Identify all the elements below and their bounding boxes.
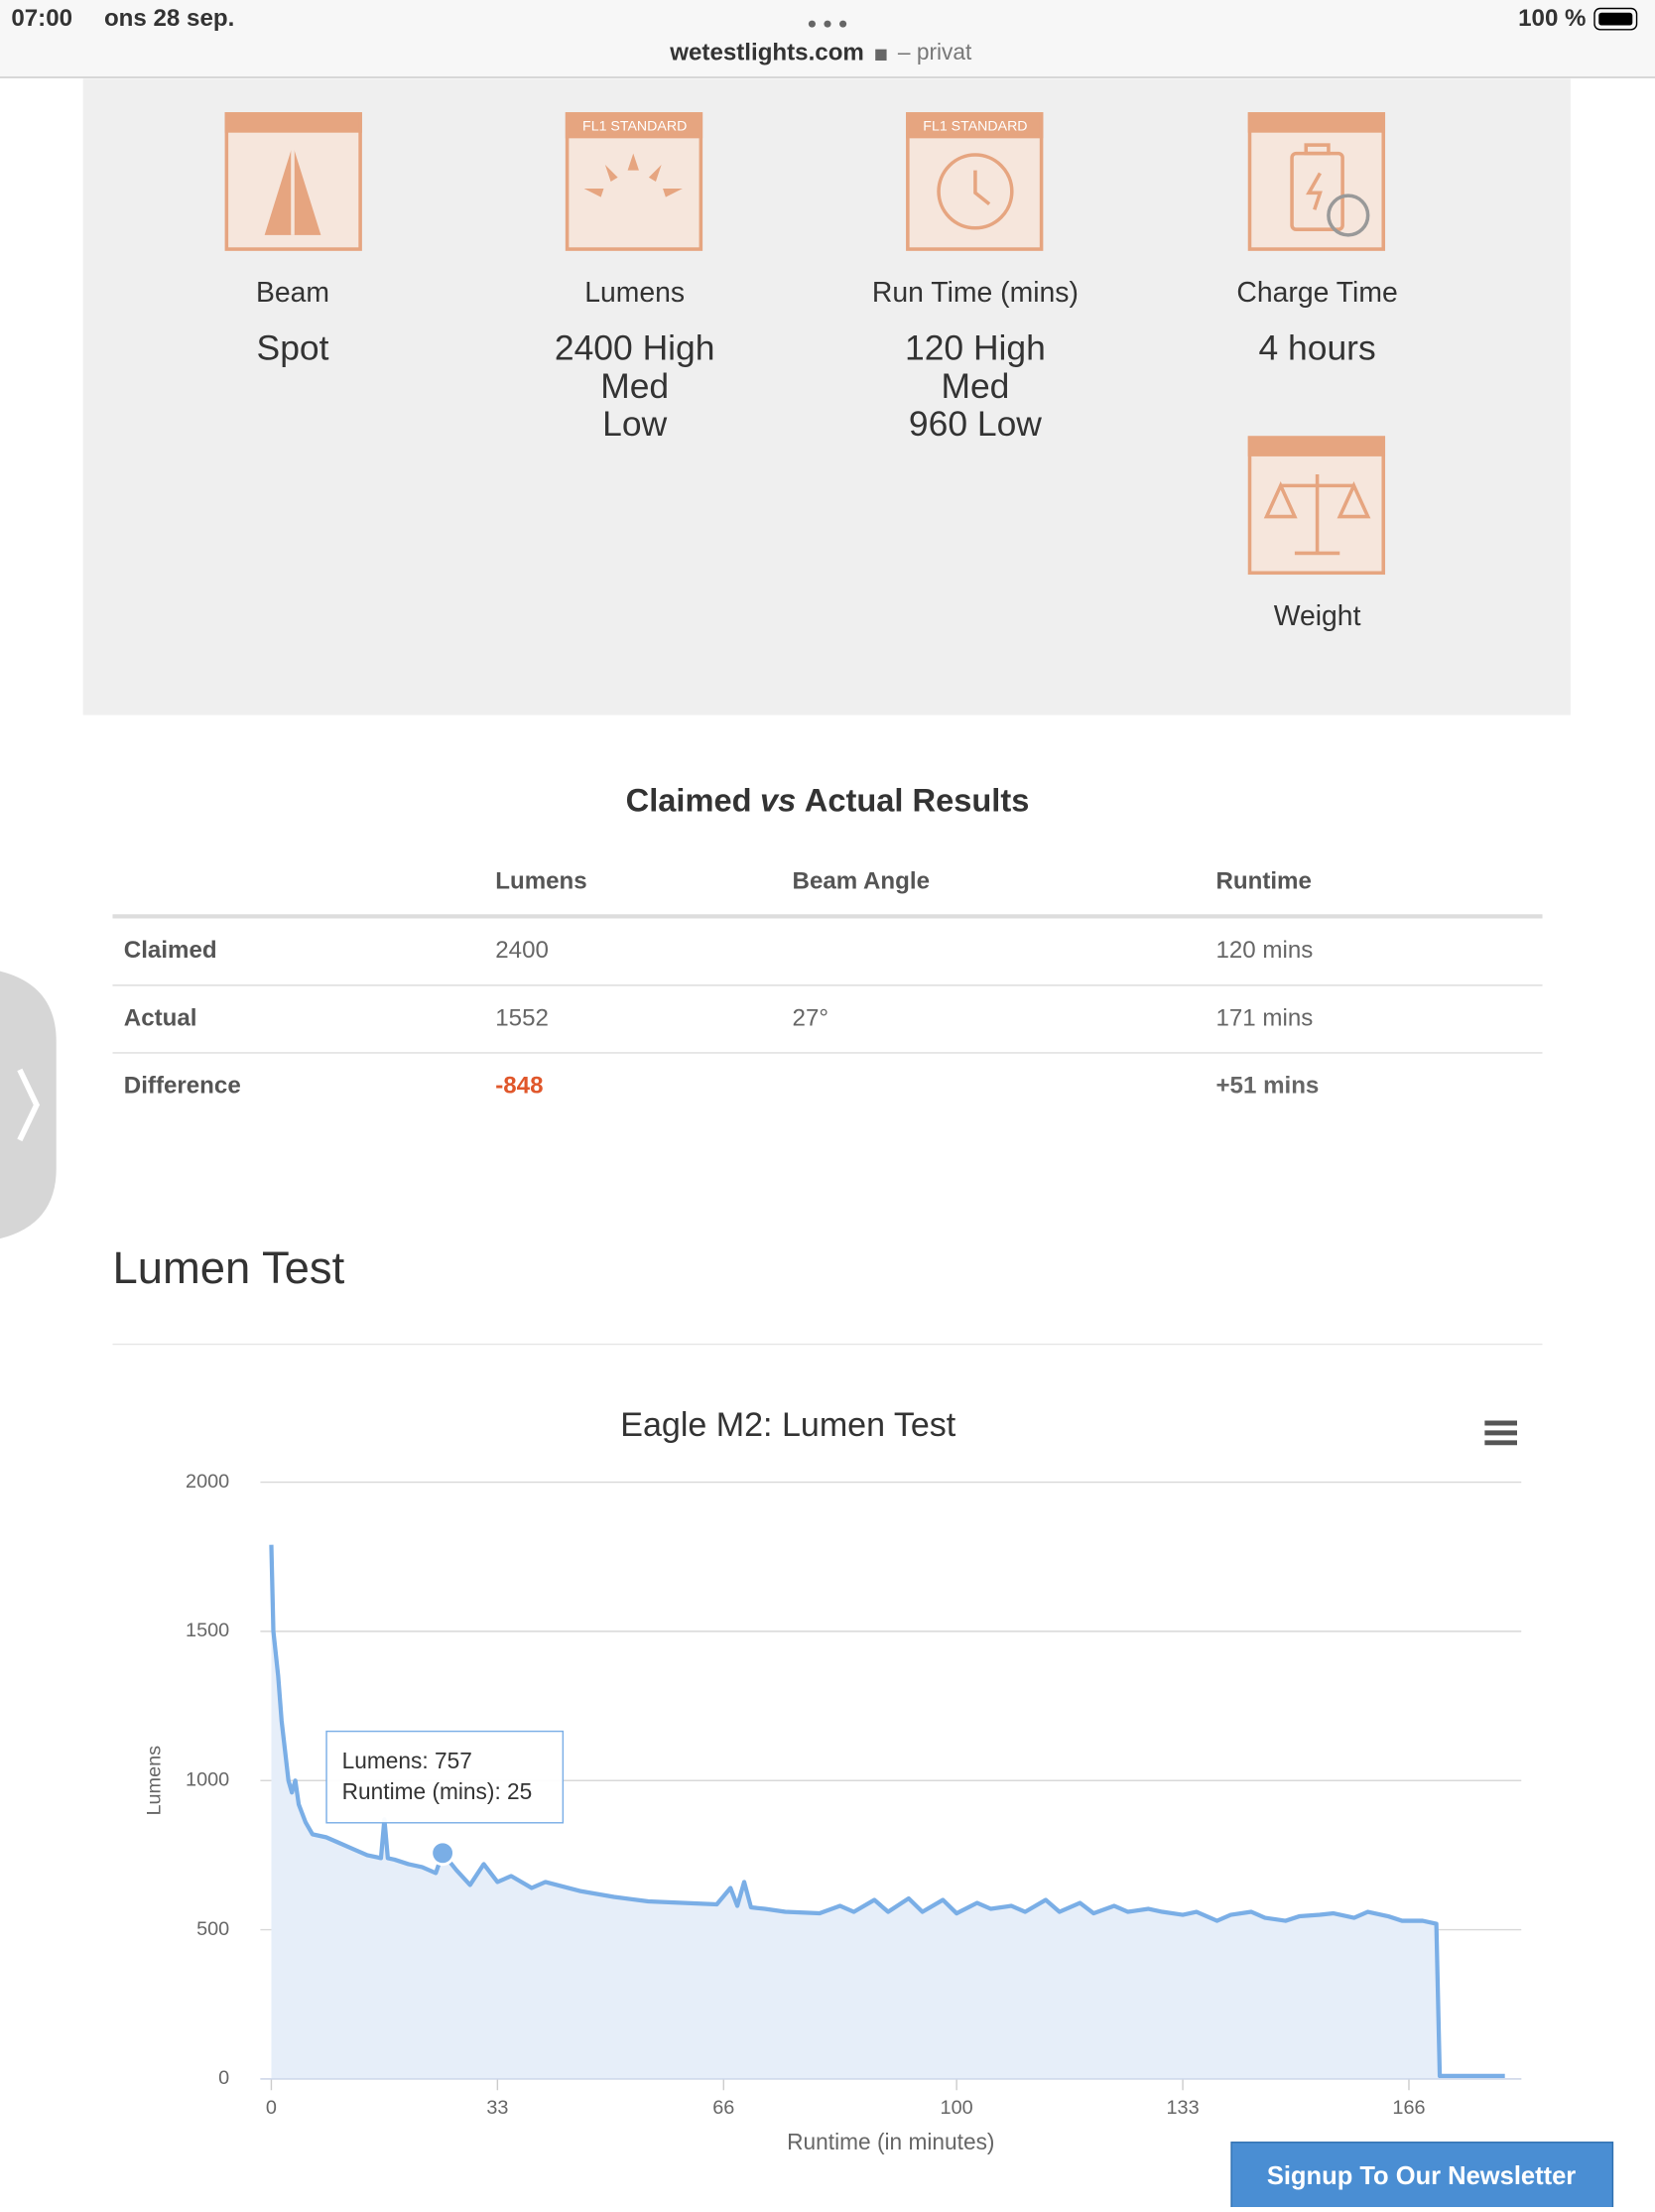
chevron [17,1068,41,1142]
row-label: Actual [124,1004,197,1031]
url[interactable]: wetestlights.com [669,39,864,65]
privacy-mode: – privat [898,39,972,65]
side-tab[interactable] [0,971,57,1239]
spec-value: Med [941,366,1009,406]
lock-icon [875,49,887,61]
spec-value: Spot [257,328,329,368]
title-part: vs [760,781,796,818]
y-tick-label: 0 [218,2067,229,2089]
hover-marker [430,1840,455,1867]
spec-label: Lumens [584,277,685,309]
newsletter-button[interactable] [1230,2142,1614,2212]
spec-value: Low [602,404,667,444]
row-label: Difference [124,1072,241,1099]
spec-label: Charge Time [1236,277,1397,309]
spec-value: Med [600,366,669,406]
spec-value: 2400 High [555,328,715,368]
spec-icons [224,112,1386,576]
section-heading: Lumen Test [112,1242,344,1293]
column-header: Beam Angle [793,868,930,895]
column-header: Lumens [495,868,586,895]
cell: 1552 [495,1004,549,1031]
spec-value: 120 High [905,328,1046,368]
spec-label: Beam [256,277,329,309]
clock: 07:00 [11,5,72,32]
x-tick-label: 100 [941,2097,973,2119]
x-axis-label: Runtime (in minutes) [787,2129,994,2154]
spec-label: Weight [1274,600,1361,632]
y-tick-label: 2000 [186,1471,229,1493]
table-title: Claimed vs Actual Results [626,781,1030,818]
dots [808,20,847,28]
cell: 171 mins [1215,1004,1313,1031]
y-tick-label: 1500 [186,1620,229,1641]
cell: 27° [793,1004,828,1031]
x-tick-label: 166 [1392,2097,1425,2119]
row-label: Claimed [124,937,217,964]
battery-text: 100 % [1518,5,1586,32]
cell: 120 mins [1215,937,1313,964]
line [269,1544,1505,2079]
spec-value: 4 hours [1258,328,1375,368]
x-tick-label: 66 [712,2097,734,2119]
y-tick-label: 500 [196,1918,229,1940]
chart-title: Eagle M2: Lumen Test [620,1406,956,1444]
spec-value: 960 Low [909,404,1042,444]
cell: +51 mins [1215,1072,1319,1099]
area [271,1544,1505,2079]
cell: 2400 [495,937,549,964]
tooltip-text: Runtime (mins): 25 [342,1778,533,1804]
battery-icon [1593,7,1638,31]
date: ons 28 sep. [104,5,234,32]
chart-menu[interactable] [1484,1420,1517,1446]
y-tick-label: 1000 [186,1768,229,1790]
column-header: Runtime [1215,868,1311,895]
tooltip-text: Lumens: 757 [342,1748,472,1773]
spec-label: Run Time (mins) [872,277,1079,309]
tooltip-box [325,1730,565,1824]
icon-badge: FL1 STANDARD [582,118,687,134]
battery-level [1598,12,1633,26]
title-part: Claimed [626,781,752,818]
x-tick-label: 33 [486,2097,508,2119]
newsletter-text[interactable]: Signup To Our Newsletter [1267,2162,1576,2190]
cell: -848 [495,1072,543,1099]
y-axis-label: Lumens [143,1746,165,1816]
x-tick-label: 0 [266,2097,277,2119]
x-tick-label: 133 [1167,2097,1200,2119]
icon-badge: FL1 STANDARD [923,118,1027,134]
browser-bar [0,0,1655,78]
title-part: Actual Results [805,781,1030,818]
